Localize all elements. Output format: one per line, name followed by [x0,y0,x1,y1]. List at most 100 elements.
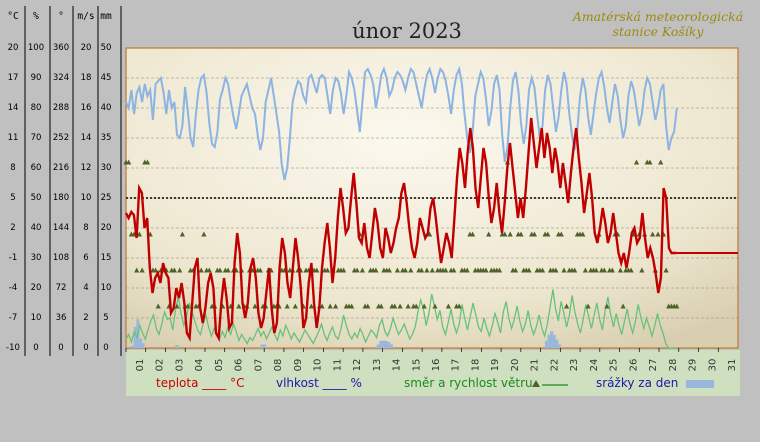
wind-direction-mark [483,267,489,273]
x-day-label: 07 [253,359,264,372]
station-name-line-1: Amatérská meteorologická [572,9,743,24]
axis-tick-label: 10 [81,193,92,203]
axis-tick-label: 324 [53,73,69,83]
axis-tick-label: 6 [83,253,88,263]
axis-tick-label: 25 [101,193,112,203]
axis-tick-label: 20 [101,223,112,233]
wind-direction-mark [424,267,430,273]
axis-tick-label: 40 [31,223,42,233]
chart-title: únor 2023 [352,19,462,43]
axis-tick-label: 360 [53,43,69,53]
axis-tick-label: 14 [81,133,92,143]
axis-tick-label: 0 [83,343,88,353]
precip-bar [260,344,264,348]
axis-tick-label: 180 [53,193,69,203]
wind-direction-mark [405,303,411,309]
wind-direction-mark [633,159,640,165]
x-day-label: 06 [234,359,245,372]
wind-direction-mark [432,303,438,309]
axis-tick-label: 30 [31,253,42,263]
wind-direction-mark [507,231,513,237]
axis-tick-label: 15 [101,253,112,263]
wind-direction-mark [553,267,559,273]
x-day-label: 23 [569,359,580,372]
wind-direction-mark [545,231,551,237]
axis-tick-label: 0 [103,343,108,353]
axis-tick-label: 18 [81,73,92,83]
precip-bar [138,338,143,348]
wind-direction-mark [136,231,142,237]
x-day-label: 22 [549,359,560,372]
axis-tick-label: 17 [8,73,19,83]
wind-direction-mark [421,303,427,309]
wind-direction-mark [225,267,231,273]
x-day-label: 29 [688,359,699,372]
wind-direction-mark [174,303,180,309]
wind-direction-mark [349,303,355,309]
wind-direction-mark [663,267,669,273]
wind-direction-mark [451,267,457,273]
wind-direction-mark [628,267,634,273]
wind-direction-mark [601,267,607,273]
wind-direction-mark [171,267,177,273]
axis-tick-label: -7 [9,313,17,323]
wind-direction-mark [217,267,223,273]
legend-precip: srážky za den [596,376,678,390]
x-axis-day-labels: 01 02 03 04 05 06 07 08 09 10 11 12 13 14 15 16 17 18 19 20… [125,348,738,372]
wind-direction-mark [502,231,508,237]
axis-tick-label: 5 [10,193,15,203]
wind-direction-mark [397,303,403,309]
precip-bar [175,345,179,348]
wind-direction-mark [252,303,258,309]
axis-tick-label: 100 [28,43,44,53]
axis-tick-label: 2 [10,223,15,233]
precip-bar [544,340,549,348]
wind-direction-mark [386,267,392,273]
x-day-label: 26 [628,359,639,372]
axis-tick-label: 50 [101,43,112,53]
axis-tick-label: 4 [83,283,88,293]
axis-tick-label: 10 [31,313,42,323]
wind-direction-mark [620,303,626,309]
wind-direction-mark [585,303,591,309]
precip-bar [555,339,559,348]
wind-direction-mark [486,231,492,237]
wind-direction-mark [201,231,207,237]
axis-tick-label: 8 [10,163,15,173]
x-day-label: 20 [510,359,521,372]
wind-direction-mark [518,231,524,237]
axis-tick-label: 35 [101,133,112,143]
wind-direction-mark [144,159,151,165]
wind-direction-mark [470,231,476,237]
humidity-line [125,65,678,181]
wind-direction-mark [580,231,586,237]
legend-wind: směr a rychlost větru [404,376,533,390]
x-day-label: 30 [707,359,718,372]
precip-bar [557,344,561,348]
wind-direction-mark [257,267,263,273]
x-axis-band [126,350,740,396]
x-day-label: 08 [273,359,284,372]
x-day-label: 05 [214,359,225,372]
axis-unit-3: m/s [77,11,94,22]
axis-tick-label: 0 [33,343,38,353]
wind-direction-mark [177,267,183,273]
wind-direction-mark [572,267,578,273]
wind-direction-mark [531,231,537,237]
wind-direction-mark [314,267,320,273]
x-day-label: 14 [392,359,403,372]
axis-tick-label: 144 [53,223,69,233]
wind-direction-mark [179,231,185,237]
x-day-label: 17 [451,359,462,372]
axis-tick-label: 252 [53,133,69,143]
wind-direction-mark [427,231,433,237]
legend-wind-triangle-icon [532,380,540,387]
x-day-label: 10 [313,359,324,372]
x-day-label: 09 [293,359,304,372]
wind-direction-mark [155,303,161,309]
wind-direction-mark [185,303,191,309]
precip-bar [387,342,391,348]
wind-direction-mark [655,231,661,237]
axis-tick-label: 30 [101,163,112,173]
wind-direction-mark [647,159,653,165]
